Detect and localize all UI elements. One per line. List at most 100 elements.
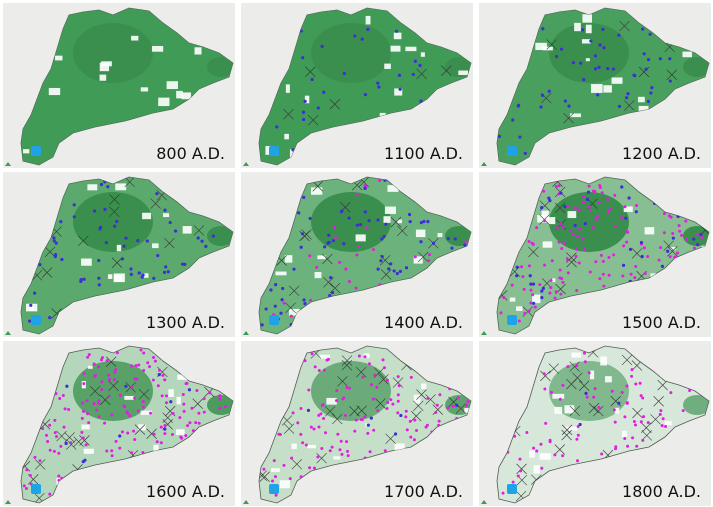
- clearing: [307, 444, 316, 449]
- clearing: [131, 35, 139, 41]
- settlement-late: [163, 378, 167, 382]
- settlement-late: [153, 359, 157, 363]
- settlement-late: [338, 260, 342, 264]
- settlement-late: [671, 231, 675, 235]
- lake: [507, 315, 517, 325]
- settlement-late: [354, 286, 358, 290]
- settlement-late: [126, 431, 130, 435]
- settlement-late: [594, 260, 598, 264]
- settlement-late: [110, 413, 114, 417]
- settlement-late: [159, 441, 163, 445]
- settlement-early: [642, 52, 646, 56]
- settlement-late: [585, 395, 589, 399]
- settlement-late: [566, 365, 570, 369]
- settlement-late: [315, 265, 319, 269]
- settlement-late: [413, 418, 417, 422]
- cross: [283, 423, 295, 434]
- cross: [569, 405, 581, 417]
- cross: [89, 385, 101, 397]
- cross: [44, 246, 56, 257]
- settlement-late: [378, 178, 382, 182]
- settlement-late: [558, 222, 562, 226]
- settlement-late: [501, 491, 505, 495]
- settlement-early: [539, 105, 543, 109]
- settlement-early: [322, 90, 326, 94]
- settlement-late: [46, 439, 50, 443]
- settlement-early: [52, 236, 56, 240]
- settlement-late: [646, 254, 650, 258]
- settlement-early: [273, 304, 277, 308]
- cross: [566, 252, 577, 263]
- cross: [631, 360, 643, 371]
- settlement-early: [60, 257, 64, 262]
- forest-core: [73, 361, 153, 421]
- settlement-late: [164, 401, 168, 405]
- settlement-early: [617, 33, 621, 37]
- settlement-late: [623, 415, 627, 419]
- cross: [623, 100, 635, 111]
- settlement-late: [451, 404, 455, 408]
- settlement-late: [522, 287, 526, 291]
- settlement-early: [82, 277, 86, 281]
- panel-label: 1500 A.D.: [622, 313, 701, 332]
- settlement-late: [344, 267, 348, 271]
- settlement-late: [577, 208, 581, 212]
- settlement-late: [437, 419, 441, 423]
- settlement-late: [141, 451, 145, 455]
- clearing: [383, 216, 391, 223]
- settlement-late: [561, 383, 565, 387]
- settlement-early: [363, 93, 368, 97]
- cross: [301, 229, 312, 240]
- settlement-late: [208, 391, 212, 395]
- settlement-early: [617, 104, 622, 108]
- settlement-early: [541, 286, 545, 290]
- settlement-late: [597, 405, 601, 409]
- settlement-late: [466, 400, 470, 404]
- settlement-late: [553, 453, 557, 457]
- settlement-early: [554, 54, 559, 59]
- clearing: [590, 370, 595, 380]
- settlement-early: [634, 210, 638, 214]
- settlement-late: [681, 409, 685, 413]
- settlement-late: [612, 408, 616, 412]
- settlement-late: [571, 232, 575, 236]
- settlement-early: [639, 240, 644, 245]
- map-panel: 1600 A.D.: [3, 341, 235, 506]
- settlement-late: [700, 235, 704, 239]
- map-panel: 1100 A.D.: [241, 3, 473, 168]
- settlement-late: [299, 407, 303, 411]
- settlement-early: [157, 373, 161, 377]
- settlement-late: [606, 210, 610, 214]
- settlement-late: [118, 446, 122, 450]
- settlement-early: [668, 79, 672, 83]
- settlement-late: [324, 431, 328, 435]
- settlement-late: [63, 407, 67, 411]
- settlement-late: [577, 261, 581, 265]
- settlement-late: [262, 467, 266, 471]
- settlement-early: [301, 110, 306, 114]
- settlement-late: [555, 226, 559, 230]
- clearing: [420, 52, 425, 57]
- settlement-early: [531, 282, 536, 286]
- settlement-late: [413, 255, 417, 259]
- settlement-early: [516, 104, 520, 108]
- settlement-late: [110, 449, 114, 453]
- vegetation: [259, 8, 471, 165]
- settlement-late: [578, 227, 582, 231]
- settlement-early: [106, 185, 110, 189]
- settlement-late: [371, 248, 375, 252]
- cross: [378, 374, 389, 385]
- settlement-late: [357, 354, 361, 358]
- vegetation: [497, 177, 709, 334]
- settlement-late: [114, 368, 118, 372]
- settlement-late: [114, 439, 118, 443]
- cross: [380, 269, 392, 280]
- cross: [332, 413, 343, 425]
- settlement-late: [587, 184, 591, 188]
- clearing: [151, 45, 164, 52]
- settlement-early: [518, 135, 522, 139]
- clearing: [26, 303, 38, 312]
- settlement-late: [126, 411, 130, 415]
- settlement-late: [561, 280, 565, 284]
- clearing: [585, 24, 592, 34]
